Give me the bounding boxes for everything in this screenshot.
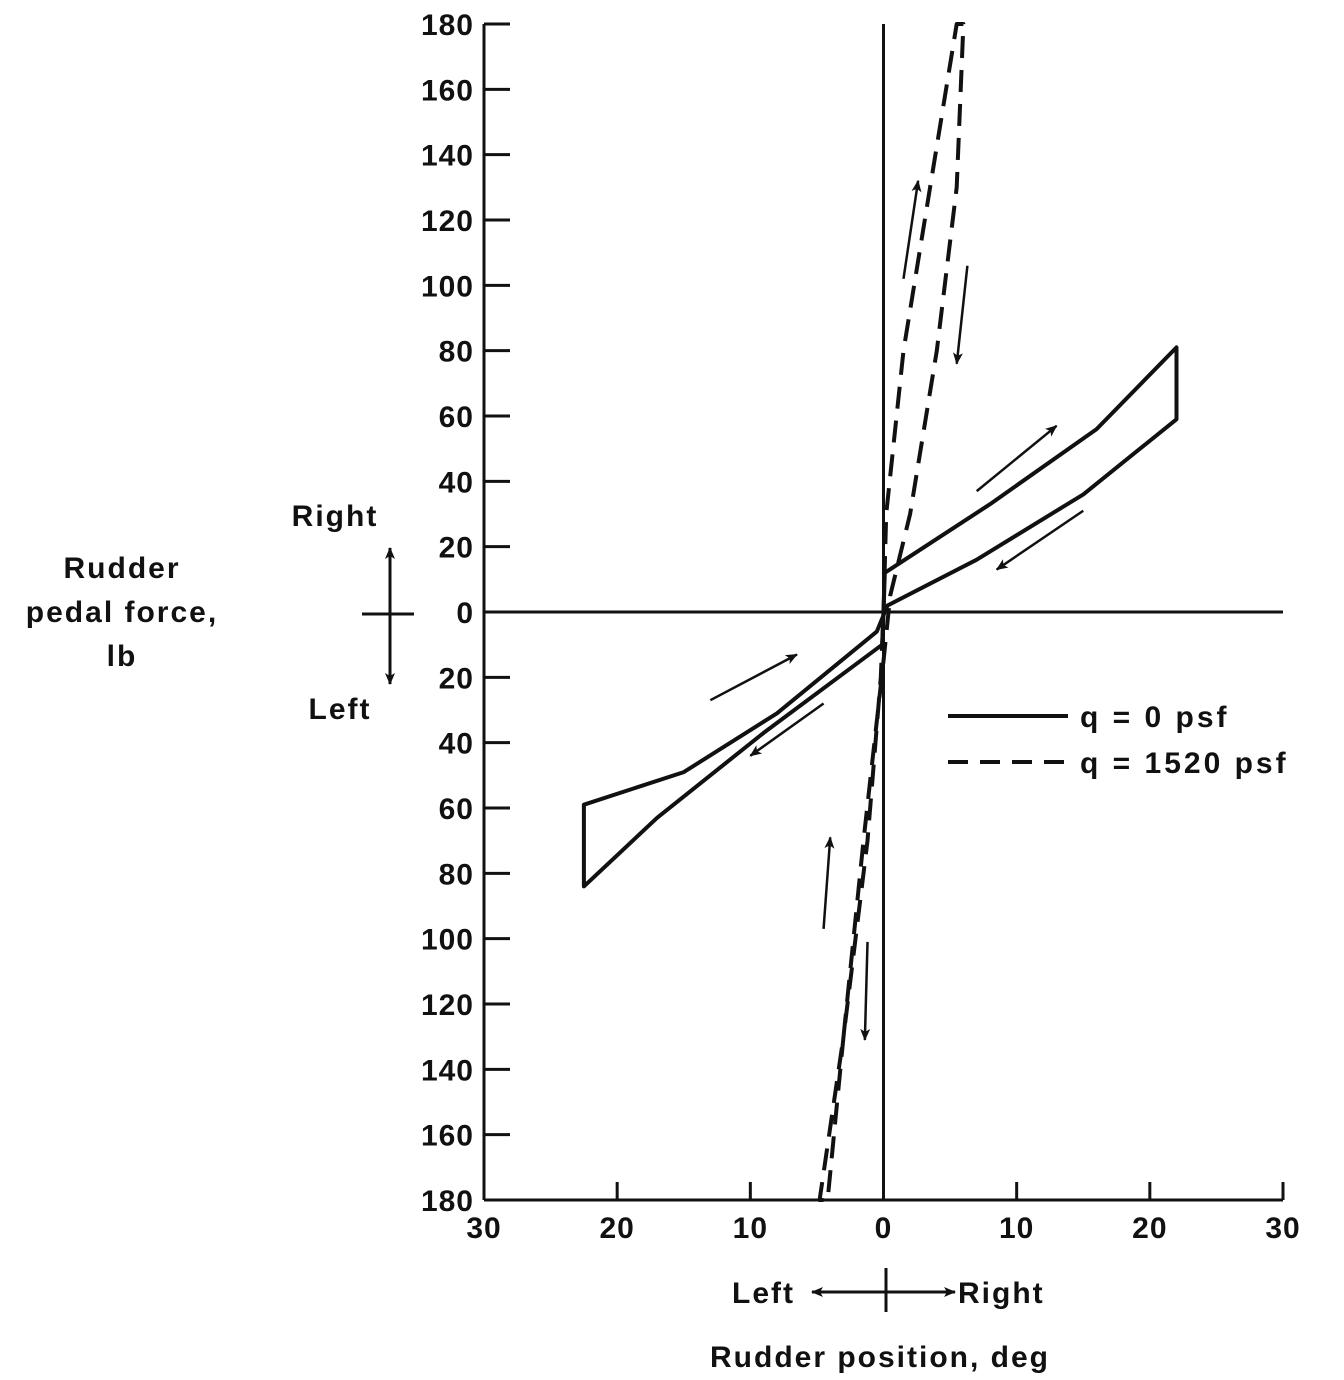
legend-label-q1520: q = 1520 psf xyxy=(1080,747,1289,780)
y-tick-label: 160 xyxy=(421,74,474,107)
y-tick-label: 80 xyxy=(439,858,474,891)
x-axis-title: Rudder position, deg xyxy=(710,1341,1050,1374)
y-direction-up-label: Right xyxy=(292,500,379,533)
x-tick-label: 0 xyxy=(875,1212,893,1245)
x-tick-label: 20 xyxy=(599,1212,634,1245)
series-layer xyxy=(581,22,1179,1202)
y-direction-down-label: Left xyxy=(309,693,372,726)
y-tick-label: 20 xyxy=(439,532,474,565)
x-tick-label: 30 xyxy=(466,1212,501,1245)
legend-label-q0: q = 0 psf xyxy=(1080,701,1230,734)
annotation-arrows xyxy=(709,179,1084,1041)
y-tick-label: 60 xyxy=(439,401,474,434)
x-direction-arrows xyxy=(811,1268,956,1312)
loop-direction-arrow xyxy=(860,941,871,1041)
y-tick-label: 40 xyxy=(439,466,474,499)
series-0-loop xyxy=(581,345,1179,889)
y-direction-arrows xyxy=(362,547,414,685)
y-tick-label: 60 xyxy=(439,793,474,826)
y-tick-label: 40 xyxy=(439,728,474,761)
y-axis-title-line3: lb xyxy=(107,640,138,673)
y-tick-label: 120 xyxy=(421,205,474,238)
loop-direction-arrow xyxy=(822,836,835,929)
y-axis-title-line1: Rudder xyxy=(64,552,181,585)
y-tick-label: 0 xyxy=(456,597,474,630)
loop-direction-arrow xyxy=(902,179,922,279)
loop-direction-arrow xyxy=(995,509,1084,571)
y-tick-label: 140 xyxy=(421,1054,474,1087)
x-tick-label: 30 xyxy=(1265,1212,1300,1245)
y-tick-label: 180 xyxy=(421,1185,474,1218)
loop-direction-arrow xyxy=(952,265,969,365)
loop-direction-arrow xyxy=(975,424,1058,493)
legend: q = 0 psf q = 1520 psf xyxy=(948,701,1289,780)
y-axis-title-line2: pedal force, xyxy=(26,596,218,629)
y-tick-label: 20 xyxy=(439,662,474,695)
y-tick-label: 140 xyxy=(421,140,474,173)
y-tick-label: 100 xyxy=(421,924,474,957)
axes-layer: 1801601401201008060402002040608010012014… xyxy=(421,9,1300,1245)
y-tick-label: 160 xyxy=(421,1120,474,1153)
x-tick-label: 10 xyxy=(733,1212,768,1245)
x-tick-label: 10 xyxy=(999,1212,1034,1245)
loop-direction-arrow xyxy=(709,653,798,702)
x-direction-left-label: Left xyxy=(732,1277,795,1310)
x-direction-right-label: Right xyxy=(958,1277,1045,1310)
y-tick-label: 120 xyxy=(421,989,474,1022)
y-tick-label: 100 xyxy=(421,270,474,303)
y-tick-label: 180 xyxy=(421,9,474,42)
y-tick-label: 80 xyxy=(439,336,474,369)
loop-direction-arrow xyxy=(749,702,825,757)
x-tick-label: 20 xyxy=(1132,1212,1167,1245)
series-1-loop xyxy=(817,22,966,1202)
